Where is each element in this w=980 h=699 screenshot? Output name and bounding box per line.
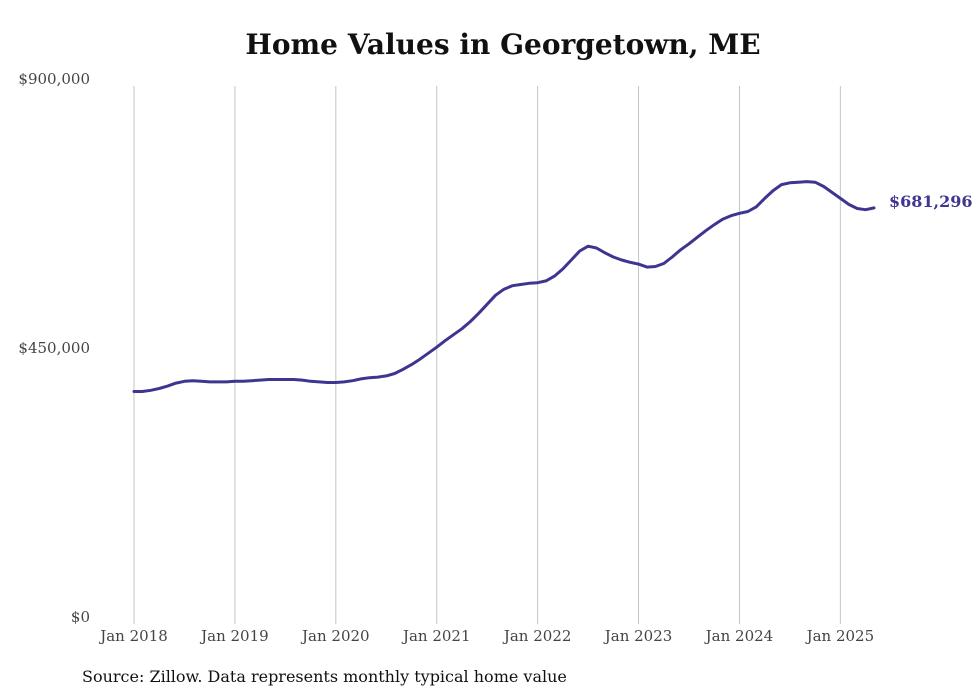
x-tick-label: Jan 2018	[98, 627, 168, 645]
x-tick-label: Jan 2023	[603, 627, 673, 645]
chart-title: Home Values in Georgetown, ME	[245, 28, 761, 61]
x-tick-label: Jan 2021	[401, 627, 471, 645]
y-tick-label: $900,000	[18, 70, 90, 88]
home-value-line	[132, 180, 876, 393]
x-tick-label: Jan 2025	[805, 627, 875, 645]
source-note: Source: Zillow. Data represents monthly …	[82, 667, 567, 686]
x-tick-label: Jan 2024	[704, 627, 774, 645]
vertical-gridlines	[133, 86, 841, 624]
x-tick-label: Jan 2019	[199, 627, 269, 645]
y-tick-label: $450,000	[18, 339, 90, 357]
x-tick-label: Jan 2022	[502, 627, 572, 645]
x-tick-label: Jan 2020	[300, 627, 370, 645]
y-axis-tick-labels: $0 $450,000 $900,000	[18, 70, 90, 626]
end-value-label: $681,296	[889, 192, 973, 211]
x-axis-tick-labels: Jan 2018 Jan 2019 Jan 2020 Jan 2021 Jan 2022…	[98, 627, 874, 645]
y-tick-label: $0	[71, 608, 90, 626]
line-chart: $0$450,000$900,000 Jan 2018 Jan 2019 Jan 2…	[18, 70, 973, 645]
